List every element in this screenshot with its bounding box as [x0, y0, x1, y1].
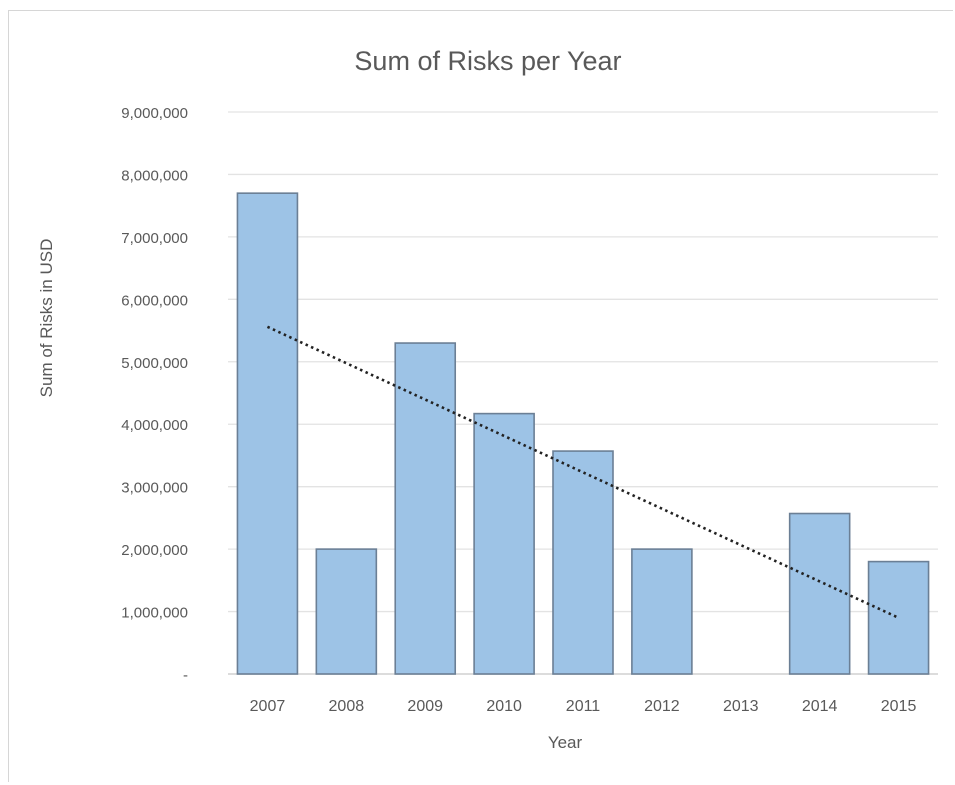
chart-frame [8, 10, 953, 782]
y-tick-label: - [183, 667, 188, 684]
x-tick-label: 2009 [407, 698, 443, 715]
bar-2014 [788, 512, 851, 675]
y-tick-label: 9,000,000 [121, 105, 188, 122]
x-tick-label: 2010 [486, 698, 522, 715]
x-axis-title: Year [548, 733, 583, 752]
y-tick-label: 8,000,000 [121, 167, 188, 184]
bar-2011 [552, 450, 614, 675]
bar-2012 [631, 548, 693, 675]
bar-2010 [473, 412, 535, 675]
y-axis-tick-labels: - 1,000,000 2,000,000 3,000,000 4,000,000 5,0… [121, 105, 188, 684]
x-tick-label: 2014 [802, 698, 838, 715]
x-axis-tick-labels: 2007 2008 2009 2010 2011 2012 2013 2014 2015 [250, 698, 917, 715]
y-tick-label: 2,000,000 [121, 542, 188, 559]
bar-2007 [236, 192, 299, 675]
x-tick-label: 2012 [644, 698, 680, 715]
y-tick-label: 3,000,000 [121, 480, 188, 497]
x-tick-label: 2008 [329, 698, 365, 715]
x-tick-label: 2015 [881, 698, 917, 715]
y-tick-label: 7,000,000 [121, 230, 188, 247]
x-tick-label: 2011 [566, 698, 601, 715]
y-tick-label: 4,000,000 [121, 417, 188, 434]
trendline [266, 325, 900, 619]
y-tick-label: 6,000,000 [121, 292, 188, 309]
y-tick-label: 1,000,000 [121, 605, 188, 622]
x-tick-label: 2013 [723, 698, 759, 715]
bar-2008 [315, 548, 378, 675]
y-tick-label: 5,000,000 [121, 355, 188, 372]
bar-2015 [867, 560, 930, 675]
y-axis-title: Sum of Risks in USD [37, 239, 56, 398]
bars [236, 192, 930, 675]
x-tick-label: 2007 [250, 698, 286, 715]
chart-title: Sum of Risks per Year [354, 46, 621, 76]
bar-2009 [394, 342, 457, 675]
